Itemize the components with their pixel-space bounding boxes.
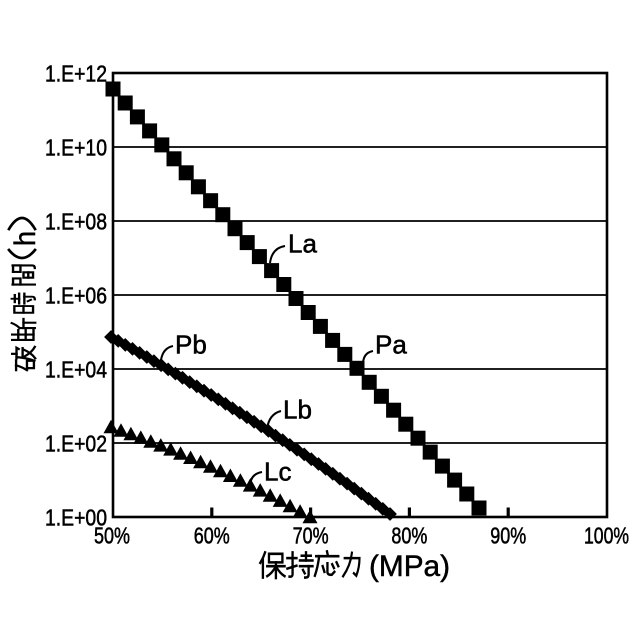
- svg-text:1.E+00: 1.E+00: [45, 505, 107, 531]
- svg-text:1.E+02: 1.E+02: [45, 431, 107, 457]
- svg-text:100%: 100%: [584, 523, 629, 549]
- svg-text:Lc: Lc: [264, 457, 291, 487]
- svg-text:Pa: Pa: [375, 330, 407, 360]
- svg-text:1.E+04: 1.E+04: [45, 357, 107, 383]
- svg-text:(MPa): (MPa): [369, 550, 450, 583]
- svg-text:1.E+10: 1.E+10: [45, 135, 107, 161]
- svg-text:La: La: [288, 229, 317, 259]
- svg-text:Lb: Lb: [283, 395, 312, 425]
- svg-text:80%: 80%: [391, 523, 427, 549]
- svg-text:90%: 90%: [490, 523, 526, 549]
- svg-text:Pb: Pb: [175, 330, 207, 360]
- svg-text:70%: 70%: [293, 523, 329, 549]
- svg-text:1.E+06: 1.E+06: [45, 283, 107, 309]
- svg-text:60%: 60%: [194, 523, 230, 549]
- svg-text:1.E+08: 1.E+08: [45, 209, 107, 235]
- svg-text:h: h: [9, 231, 42, 246]
- svg-text:1.E+12: 1.E+12: [45, 61, 107, 87]
- svg-text:50%: 50%: [94, 523, 130, 549]
